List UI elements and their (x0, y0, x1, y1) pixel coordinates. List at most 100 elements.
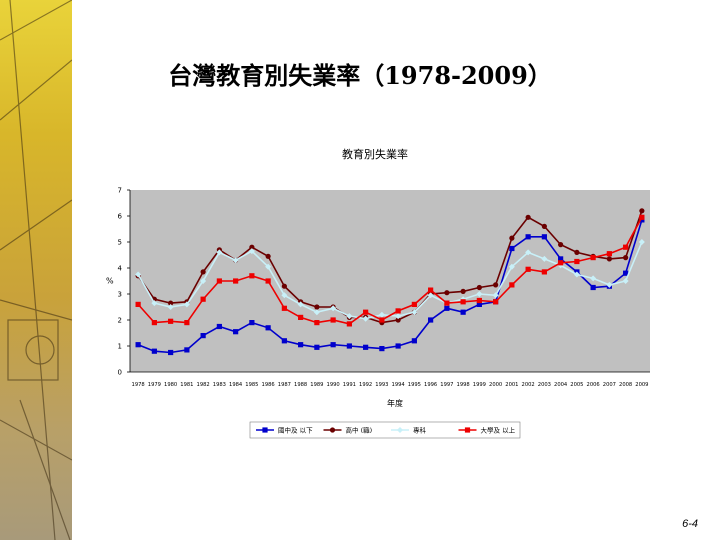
data-point (541, 269, 547, 275)
x-tick-label: 1994 (392, 382, 406, 388)
x-tick-label: 1979 (148, 382, 161, 388)
data-point (378, 311, 385, 318)
data-point (248, 248, 255, 255)
x-tick-label: 2008 (619, 382, 632, 388)
data-point (428, 287, 434, 293)
data-point (265, 278, 271, 284)
data-point (606, 251, 612, 257)
data-point (411, 338, 417, 344)
legend-label: 大學及 以上 (481, 426, 516, 435)
legend-label: 高中 (職) (346, 426, 373, 435)
data-point (249, 244, 255, 250)
data-point (298, 342, 304, 348)
data-point (476, 297, 482, 304)
data-point (135, 301, 141, 307)
x-tick-label: 2006 (587, 382, 600, 388)
data-point (573, 271, 580, 278)
data-point (135, 271, 142, 278)
x-tick-label: 1988 (294, 382, 307, 388)
data-point (330, 305, 337, 312)
data-point (281, 283, 287, 289)
data-point (346, 313, 353, 320)
data-point (525, 234, 531, 240)
data-point (444, 305, 450, 311)
data-point (330, 342, 336, 348)
data-point (541, 255, 548, 262)
y-axis: 0 1 2 3 4 5 6 7 (118, 187, 131, 377)
x-tick-label: 1981 (180, 382, 193, 388)
x-tick-label: 2007 (603, 382, 616, 388)
data-point (168, 349, 174, 356)
data-point (574, 249, 580, 255)
data-point (411, 301, 417, 307)
x-tick-label: 2002 (522, 382, 535, 388)
data-point (623, 270, 629, 276)
data-point (184, 320, 190, 326)
data-point (200, 296, 206, 302)
data-point (460, 288, 466, 294)
series-line (137, 210, 643, 324)
x-tick-label: 1996 (424, 382, 437, 388)
data-point (639, 208, 645, 214)
data-point (558, 260, 564, 266)
data-point (509, 282, 515, 288)
data-point (460, 309, 466, 315)
data-point (249, 320, 255, 326)
data-point (606, 256, 612, 262)
data-point (444, 290, 450, 296)
x-tick-label: 1991 (343, 382, 356, 388)
data-point (623, 244, 629, 250)
data-point (493, 282, 499, 288)
x-tick-label: 1993 (375, 382, 388, 388)
data-point (525, 266, 531, 272)
data-point (590, 255, 596, 261)
data-point (574, 258, 580, 265)
legend-item: 國中及 以下 (256, 426, 313, 435)
y-tick-label: 0 (118, 369, 122, 377)
data-point (233, 329, 239, 335)
legend-item: 專科 (391, 426, 427, 435)
legend: 國中及 以下 高中 (職) 專科 大學及 以上 (249, 421, 521, 439)
data-point (262, 427, 268, 433)
data-point (233, 278, 239, 284)
data-point (476, 284, 482, 291)
y-tick-label: 2 (118, 317, 122, 325)
data-point (623, 255, 629, 261)
series-4 (135, 214, 645, 327)
data-point (428, 317, 434, 323)
data-point (395, 343, 401, 349)
data-point (639, 217, 645, 223)
data-point (606, 281, 613, 288)
data-point (622, 278, 629, 284)
data-point (313, 309, 320, 316)
x-tick-label: 1998 (457, 382, 470, 388)
x-tick-label: 2005 (570, 382, 583, 388)
data-point (525, 249, 532, 256)
legend-item: 大學及 以上 (458, 426, 516, 435)
x-tick-label: 1992 (359, 382, 372, 388)
data-point (330, 317, 336, 323)
data-point (427, 292, 434, 299)
x-tick-label: 1999 (473, 382, 486, 388)
series-line (137, 216, 643, 325)
x-tick-label: 1986 (262, 382, 275, 388)
data-point (411, 309, 418, 316)
y-tick-label: 5 (118, 239, 122, 247)
y-tick-label: 6 (118, 213, 123, 221)
x-tick-label: 1983 (213, 382, 226, 388)
data-point (395, 317, 401, 323)
x-tick-label: 2000 (489, 382, 502, 388)
y-tick-label: 4 (118, 265, 123, 273)
x-tick-label: 1978 (132, 382, 145, 388)
data-point (249, 273, 255, 279)
data-point (476, 301, 482, 307)
slide-title: 台灣教育別失業率（1978-2009） (168, 61, 552, 90)
data-point (460, 299, 466, 305)
data-point (509, 235, 515, 241)
data-point (363, 309, 369, 315)
data-point (346, 321, 352, 327)
data-point (200, 333, 206, 339)
legend-label: 專科 (413, 426, 427, 435)
x-tick-label: 1985 (245, 382, 258, 388)
x-tick-label: 2004 (554, 382, 568, 388)
